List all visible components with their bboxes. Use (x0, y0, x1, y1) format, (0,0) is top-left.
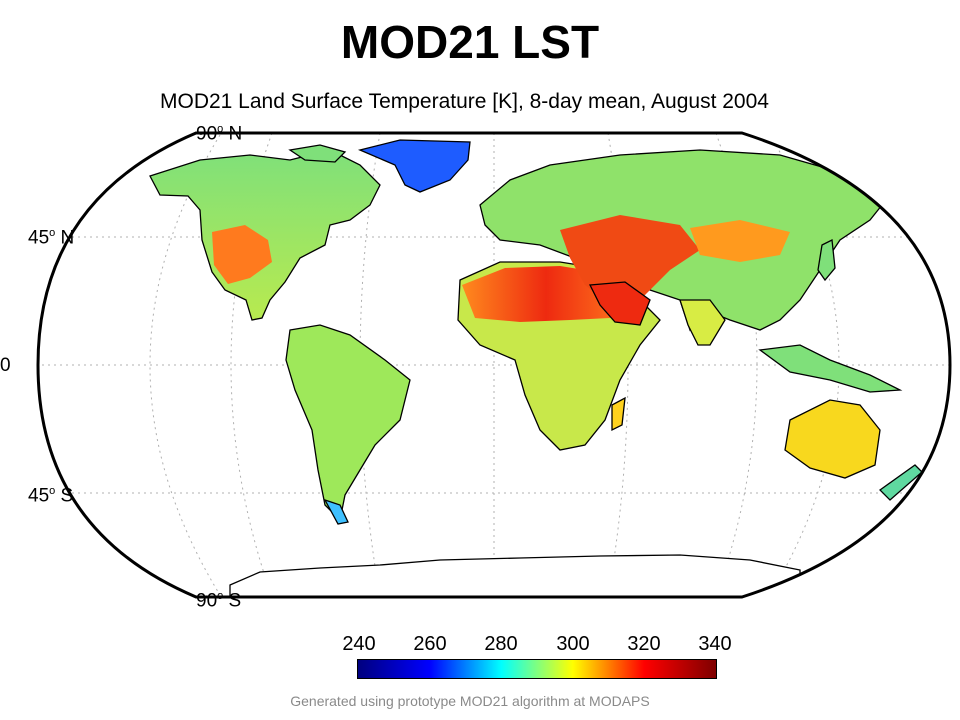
patagonia (323, 498, 349, 525)
map-frame (36, 131, 952, 599)
sw-us-hot-region (212, 225, 272, 284)
colorbar-tick: 320 (627, 633, 661, 655)
arctic-islands (288, 144, 347, 163)
lat-value-90n: 90 (196, 123, 218, 145)
footer-note: Generated using prototype MOD21 algorith… (290, 693, 650, 709)
lat-value-45s: 45 (28, 485, 50, 507)
lat-hemi-90n: N (228, 123, 243, 145)
greenland (357, 139, 471, 193)
lat-value-90s: 90 (196, 590, 218, 612)
colorbar (357, 659, 717, 679)
lat-label-90s: 90o S (196, 590, 242, 612)
slide-title: MOD21 LST (340, 16, 600, 68)
lat-hemi-90s: S (228, 590, 242, 612)
madagascar (611, 396, 626, 432)
arabian-peninsula (588, 281, 651, 326)
lat-value-45n: 45 (28, 227, 50, 249)
lat-hemi-45n: N (60, 227, 75, 249)
australia (784, 399, 881, 479)
japan (817, 238, 836, 282)
south-america (285, 324, 411, 522)
lat-label-45n: 45o N (28, 227, 75, 249)
southeast-asia-islands (758, 344, 903, 393)
colorbar-tick: 260 (413, 633, 447, 655)
middle-east-hot-region (560, 215, 700, 305)
north-america (149, 149, 381, 321)
colorbar-tick: 240 (342, 633, 376, 655)
land-masses (149, 139, 923, 597)
lat-value-0: 0 (0, 355, 11, 376)
colorbar-tick: 340 (698, 633, 732, 655)
colorbar-tick: 300 (556, 633, 590, 655)
lat-label-90n: 90o N (196, 123, 243, 145)
lat-label-45s: 45o S (28, 485, 74, 507)
colorbar-tick: 280 (484, 633, 518, 655)
indian-subcontinent (679, 299, 726, 346)
antarctica (229, 554, 801, 597)
lat-label-0: 0 (0, 355, 11, 377)
map-title: MOD21 Land Surface Temperature [K], 8-da… (160, 90, 769, 113)
lat-hemi-45s: S (60, 485, 74, 507)
central-asia-warm-region (690, 220, 790, 262)
